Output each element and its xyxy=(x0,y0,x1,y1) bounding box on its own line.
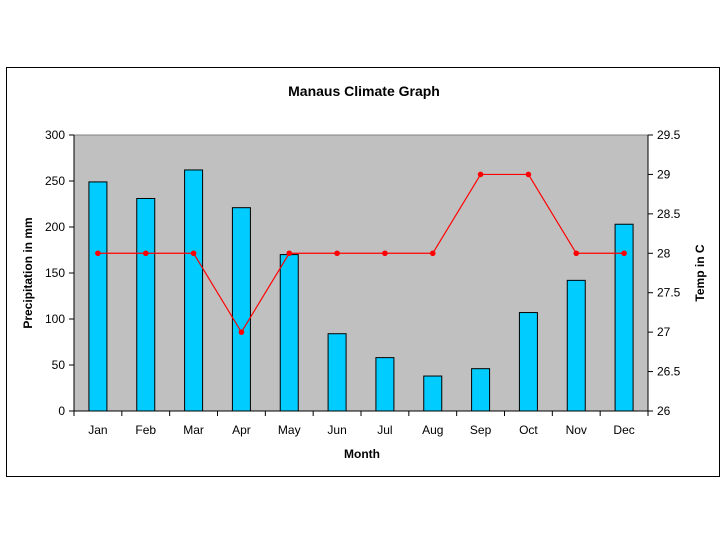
bar-nov xyxy=(566,279,586,412)
x-tick-label-dec: Dec xyxy=(613,423,634,437)
temp-point-aug xyxy=(429,250,436,257)
left-axis-title: Precipitation in mm xyxy=(21,217,35,328)
temp-point-feb xyxy=(142,250,149,257)
month-axis-ticks: Jan Feb Mar Apr May Jun Jul Aug Sep Oct Nov Dec xyxy=(73,411,649,437)
right-tick-label: 26 xyxy=(657,404,671,418)
x-tick-label-feb: Feb xyxy=(135,423,156,437)
bar-feb xyxy=(136,197,156,412)
bar-apr xyxy=(231,207,251,412)
right-axis-title: Temp in C xyxy=(693,244,707,301)
left-tick-label: 300 xyxy=(45,128,65,142)
temp-point-may xyxy=(286,250,293,257)
left-tick-label: 250 xyxy=(45,174,65,188)
temp-point-sep xyxy=(477,171,484,178)
temp-point-oct xyxy=(525,171,532,178)
right-tick-label: 28.5 xyxy=(657,207,681,221)
left-tick-label: 200 xyxy=(45,220,65,234)
right-tick-label: 27.5 xyxy=(657,286,681,300)
bar-jun xyxy=(327,333,347,412)
temp-point-dec xyxy=(621,250,627,257)
bar-oct xyxy=(518,312,538,412)
left-axis-ticks: 0 50 100 150 200 250 300 xyxy=(45,128,74,418)
x-tick-label-jul: Jul xyxy=(377,423,392,437)
x-tick-label-mar: Mar xyxy=(183,423,204,437)
right-tick-label: 29 xyxy=(657,167,671,181)
right-tick-label: 29.5 xyxy=(657,128,681,142)
precipitation-bars xyxy=(88,169,634,412)
bar-mar xyxy=(184,169,204,412)
x-tick-label-aug: Aug xyxy=(422,423,443,437)
x-tick-label-jun: Jun xyxy=(327,423,346,437)
left-tick-label: 150 xyxy=(45,266,65,280)
bar-may xyxy=(279,254,299,412)
temp-point-mar xyxy=(190,250,197,257)
bar-jul xyxy=(375,357,395,412)
bar-sep xyxy=(471,368,491,412)
right-tick-label: 27 xyxy=(657,325,671,339)
x-tick-label-sep: Sep xyxy=(470,423,492,437)
bar-aug xyxy=(423,375,443,412)
right-tick-label: 28 xyxy=(657,246,671,260)
temp-point-nov xyxy=(573,250,580,257)
x-tick-label-jan: Jan xyxy=(88,423,107,437)
plot-area xyxy=(73,134,649,412)
x-tick-label-nov: Nov xyxy=(566,423,587,437)
temp-point-jun xyxy=(334,250,340,257)
x-tick-label-oct: Oct xyxy=(519,423,538,437)
chart-title: Manaus Climate Graph xyxy=(288,83,440,99)
x-tick-label-apr: Apr xyxy=(232,423,251,437)
right-axis-ticks: 26 26.5 27 27.5 28 28.5 29 29.5 xyxy=(648,128,681,418)
temp-point-apr xyxy=(238,329,245,335)
left-tick-label: 0 xyxy=(58,404,65,418)
temperature-polyline xyxy=(97,173,625,334)
x-axis-title: Month xyxy=(344,447,380,461)
left-tick-label: 100 xyxy=(45,312,65,326)
temp-point-jan xyxy=(95,250,101,257)
bar-jan xyxy=(88,181,108,412)
temp-point-jul xyxy=(382,250,388,257)
x-tick-label-may: May xyxy=(278,423,301,437)
right-tick-label: 26.5 xyxy=(657,365,681,379)
left-tick-label: 50 xyxy=(52,358,66,372)
temperature-line xyxy=(95,171,627,335)
